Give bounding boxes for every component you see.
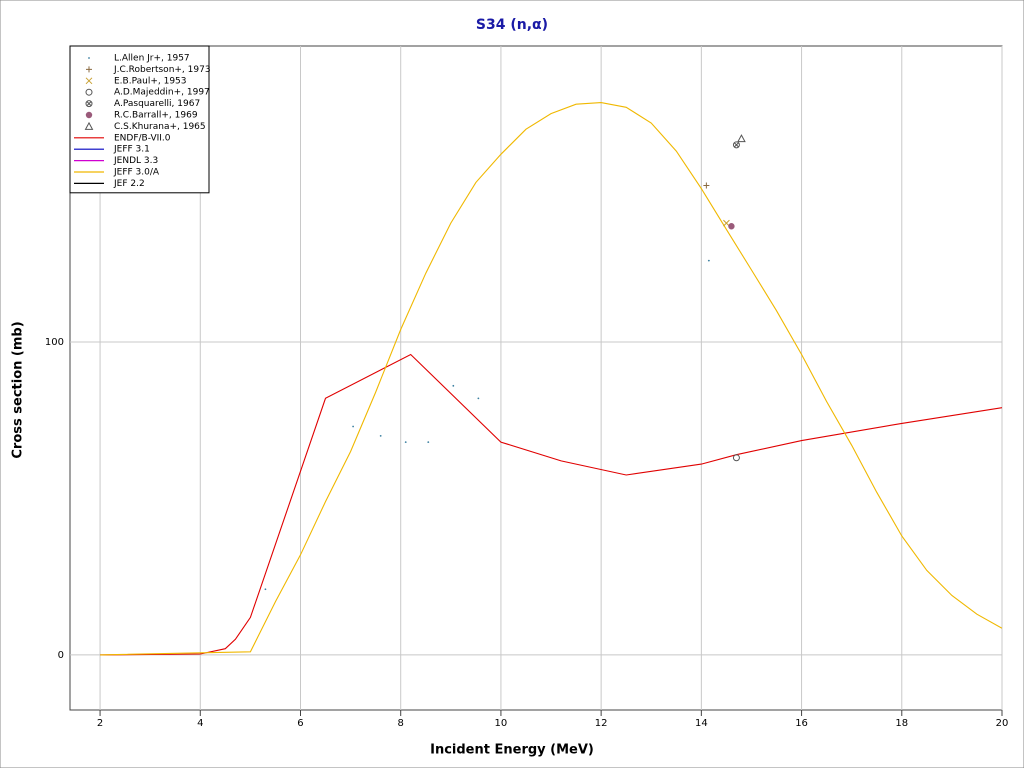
data-point (264, 588, 267, 591)
curve (100, 353, 1002, 656)
legend-marker (86, 66, 92, 73)
data-point (427, 441, 430, 444)
data-point (737, 134, 746, 143)
curves (100, 102, 1002, 656)
data-point (477, 397, 480, 400)
legend-marker (85, 111, 93, 119)
x-tick-label: 12 (595, 718, 608, 729)
legend-marker (88, 57, 90, 59)
x-tick-label: 10 (495, 718, 508, 729)
legend-label: A.D.Majeddin+, 1997 (114, 88, 210, 98)
x-tick-label: 16 (795, 718, 808, 729)
legend-label: JEFF 3.0/A (113, 168, 160, 178)
legend-label: E.B.Paul+, 1953 (114, 76, 187, 86)
legend-marker (85, 88, 93, 96)
data-point (404, 441, 407, 444)
x-tick-label: 4 (197, 718, 203, 729)
y-tick-label: 100 (45, 337, 64, 348)
legend-box (69, 45, 210, 194)
legend-label: ENDF/B-VII.0 (114, 133, 171, 143)
legend-label: JEF 2.2 (113, 179, 145, 189)
y-tick-label: 0 (58, 650, 64, 661)
x-tick-label: 6 (297, 718, 303, 729)
x-tick-label: 18 (895, 718, 908, 729)
x-tick-label: 14 (695, 718, 708, 729)
data-point (703, 182, 710, 189)
x-tick-label: 2 (97, 718, 103, 729)
chart-title: S34 (n,α) (476, 17, 548, 33)
legend-label: JENDL 3.3 (113, 156, 158, 166)
plot-area (69, 45, 1003, 711)
legend-marker (85, 100, 93, 108)
legend-label: A.Pasquarelli, 1967 (114, 99, 200, 109)
legend-marker (84, 121, 94, 130)
legend-label: C.S.Khurana+, 1965 (114, 122, 206, 132)
data-point (379, 434, 382, 437)
data-point (452, 384, 455, 387)
legend-label: J.C.Robertson+, 1973 (113, 65, 211, 75)
legend-marker (85, 77, 93, 85)
x-axis-label: Incident Energy (MeV) (430, 743, 594, 758)
data-point (707, 259, 710, 262)
y-axis-label: Cross section (mb) (11, 321, 26, 458)
data-point (732, 454, 740, 462)
x-tick-label: 8 (398, 718, 404, 729)
legend-label: L.Allen Jr+, 1957 (114, 54, 190, 64)
data-point (728, 223, 735, 230)
data-point (723, 219, 730, 227)
data-point (352, 425, 355, 428)
data-point (732, 141, 740, 149)
x-tick-label: 20 (996, 718, 1009, 729)
legend-label: JEFF 3.1 (113, 145, 150, 155)
curve (100, 102, 1002, 656)
legend-label: R.C.Barrall+, 1969 (114, 111, 198, 121)
